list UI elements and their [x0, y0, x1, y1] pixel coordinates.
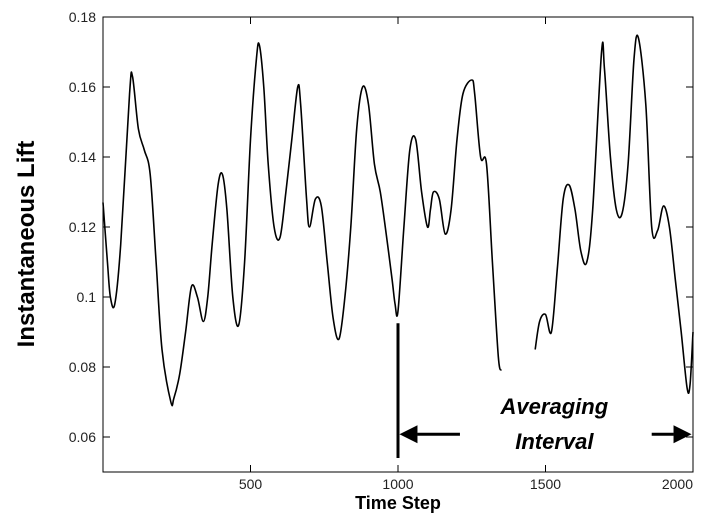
annotation-layer: Averaging Interval: [396, 323, 692, 458]
y-axis-label: Instantaneous Lift: [13, 141, 40, 348]
x-tick-label: 2000: [662, 476, 693, 492]
x-tick-label: 1500: [530, 476, 561, 492]
interval-arrow-head: [673, 425, 692, 444]
series-line-segment: [102, 42, 503, 407]
y-tick-label: 0.06: [69, 429, 96, 445]
series-layer: [102, 34, 694, 407]
series-line-segment: [534, 34, 694, 394]
y-tick-label: 0.08: [69, 359, 96, 375]
y-tick-label: 0.12: [69, 219, 96, 235]
interval-arrow-head: [399, 425, 418, 444]
x-axis-label: Time Step: [355, 493, 441, 513]
y-tick-label: 0.14: [69, 149, 96, 165]
x-tick-label: 500: [239, 476, 263, 492]
x-tick-label: 1000: [382, 476, 413, 492]
y-tick-label: 0.18: [69, 9, 96, 25]
axis-ticks: 0.06 0.08 0.1 0.12 0.14 0.16 0.18 500 1000 1500 20…: [69, 9, 694, 492]
annotation-interval: Interval: [515, 429, 594, 454]
annotation-averaging: Averaging: [500, 394, 609, 419]
y-tick-label: 0.1: [77, 289, 97, 305]
y-tick-label: 0.16: [69, 79, 96, 95]
